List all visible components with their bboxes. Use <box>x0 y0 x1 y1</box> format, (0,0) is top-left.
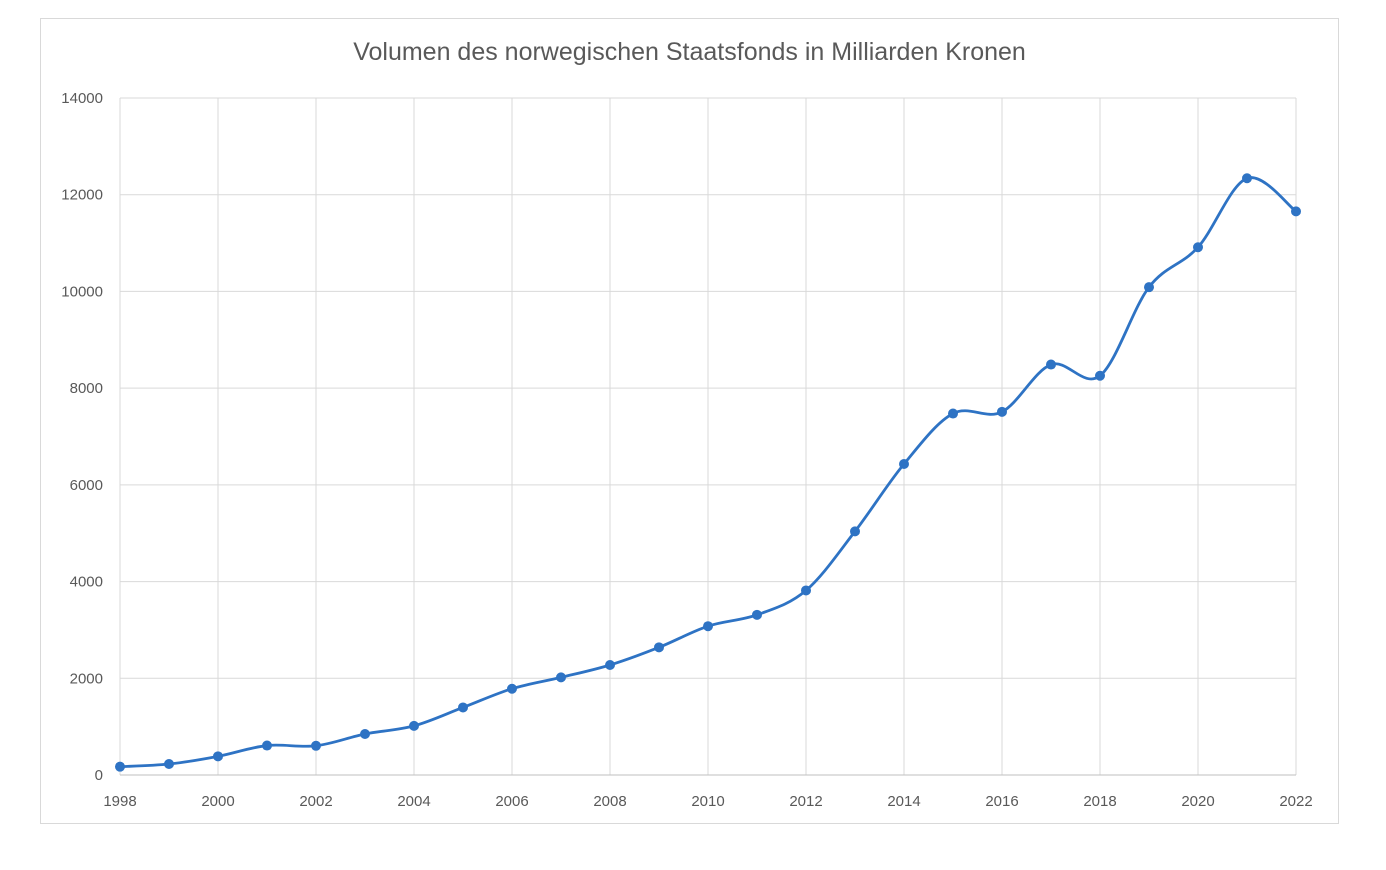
x-tick-label: 1998 <box>103 793 136 810</box>
x-tick-label: 2018 <box>1083 793 1116 810</box>
x-tick-label: 2006 <box>495 793 528 810</box>
data-point <box>311 740 321 751</box>
y-tick-label: 4000 <box>70 574 103 591</box>
data-point <box>458 702 468 713</box>
chart-title: Volumen des norwegischen Staatsfonds in … <box>353 38 1026 66</box>
y-tick-label: 12000 <box>61 187 103 204</box>
x-tick-label: 2020 <box>1181 793 1214 810</box>
x-tick-label: 2012 <box>789 793 822 810</box>
data-point <box>1291 206 1301 217</box>
data-point <box>1144 282 1154 293</box>
data-point <box>1242 173 1252 184</box>
data-point <box>948 408 958 419</box>
x-tick-label: 2002 <box>299 793 332 810</box>
data-point <box>605 659 615 670</box>
data-point <box>850 526 860 537</box>
x-tick-label: 2014 <box>887 793 920 810</box>
data-point <box>164 759 174 770</box>
data-point <box>997 406 1007 417</box>
series-line <box>119 176 1297 769</box>
y-tick-label: 2000 <box>70 670 103 687</box>
chart-frame <box>40 18 1339 824</box>
y-tick-label: 8000 <box>70 380 103 397</box>
x-tick-label: 2022 <box>1279 793 1312 810</box>
data-point <box>409 720 419 731</box>
data-point <box>262 740 272 751</box>
data-point <box>360 728 370 739</box>
data-point <box>703 621 713 632</box>
x-tick-label: 2008 <box>593 793 626 810</box>
data-point <box>213 751 223 762</box>
data-point <box>801 585 811 596</box>
data-point <box>1046 359 1056 370</box>
data-point <box>654 642 664 653</box>
x-tick-label: 2016 <box>985 793 1018 810</box>
data-point <box>507 683 517 694</box>
data-point <box>1193 242 1203 253</box>
x-tick-label: 2000 <box>201 793 234 810</box>
data-point <box>752 609 762 620</box>
y-tick-label: 6000 <box>70 477 103 494</box>
data-point <box>115 761 125 772</box>
y-tick-label: 14000 <box>61 90 103 107</box>
data-point <box>556 672 566 683</box>
data-point <box>1095 370 1105 381</box>
x-tick-label: 2004 <box>397 793 430 810</box>
x-tick-label: 2010 <box>691 793 724 810</box>
y-tick-label: 0 <box>95 767 103 784</box>
y-tick-label: 10000 <box>61 283 103 300</box>
data-point <box>899 459 909 470</box>
